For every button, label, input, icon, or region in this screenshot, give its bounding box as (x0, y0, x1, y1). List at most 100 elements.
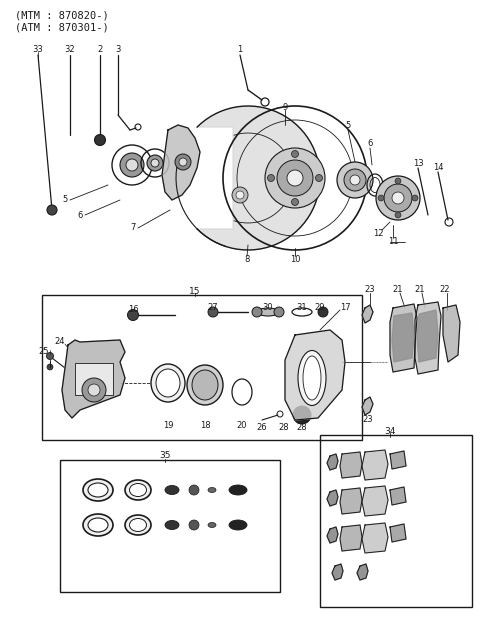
Circle shape (47, 353, 53, 359)
Text: 2: 2 (97, 46, 103, 54)
Text: 15: 15 (189, 286, 201, 296)
Circle shape (151, 159, 159, 167)
Circle shape (128, 310, 139, 321)
Ellipse shape (298, 351, 326, 406)
Text: 31: 31 (297, 303, 307, 311)
Polygon shape (443, 305, 460, 362)
Polygon shape (340, 452, 362, 478)
Text: 13: 13 (413, 158, 423, 167)
Ellipse shape (303, 356, 321, 400)
Polygon shape (340, 525, 362, 551)
Polygon shape (162, 125, 200, 200)
Text: 6: 6 (367, 140, 372, 149)
Polygon shape (390, 487, 406, 505)
Polygon shape (327, 527, 338, 543)
Text: 25: 25 (39, 348, 49, 356)
Ellipse shape (130, 519, 146, 532)
Text: 21: 21 (393, 286, 403, 295)
Circle shape (318, 307, 328, 317)
Polygon shape (362, 523, 388, 553)
Text: 29: 29 (315, 303, 325, 311)
Text: 24: 24 (55, 338, 65, 346)
Text: 21: 21 (415, 286, 425, 295)
Circle shape (47, 364, 53, 370)
Text: 32: 32 (65, 46, 75, 54)
Bar (42, 295, 362, 440)
Text: 27: 27 (208, 303, 218, 311)
Circle shape (88, 384, 100, 396)
Circle shape (252, 307, 262, 317)
Text: 26: 26 (257, 424, 267, 432)
Circle shape (395, 212, 401, 218)
Circle shape (378, 195, 384, 201)
Polygon shape (362, 397, 373, 415)
Text: 34: 34 (384, 426, 396, 436)
Text: 18: 18 (200, 421, 210, 429)
Ellipse shape (208, 522, 216, 527)
Circle shape (179, 158, 187, 166)
Text: 10: 10 (290, 255, 300, 265)
Text: 28: 28 (297, 424, 307, 432)
Polygon shape (415, 302, 441, 374)
Text: 17: 17 (340, 303, 350, 311)
Circle shape (208, 307, 218, 317)
Polygon shape (392, 313, 414, 362)
Circle shape (47, 205, 57, 215)
Circle shape (95, 135, 106, 145)
Text: 6: 6 (77, 210, 83, 220)
Ellipse shape (125, 480, 151, 500)
Ellipse shape (88, 518, 108, 532)
Ellipse shape (187, 365, 223, 405)
Circle shape (232, 187, 248, 203)
Circle shape (82, 378, 106, 402)
Circle shape (350, 175, 360, 185)
Text: 5: 5 (62, 195, 68, 205)
Polygon shape (327, 454, 338, 470)
Circle shape (236, 191, 244, 199)
Text: 11: 11 (388, 238, 398, 246)
Ellipse shape (83, 479, 113, 501)
Text: 14: 14 (433, 162, 443, 172)
Polygon shape (390, 524, 406, 542)
Text: 28: 28 (279, 424, 289, 432)
Circle shape (287, 170, 303, 186)
Text: 35: 35 (159, 452, 171, 461)
Polygon shape (357, 564, 368, 580)
Polygon shape (417, 310, 438, 362)
Circle shape (265, 148, 325, 208)
Circle shape (147, 155, 163, 171)
Text: 20: 20 (237, 421, 247, 429)
Polygon shape (390, 451, 406, 469)
Ellipse shape (83, 514, 113, 536)
Polygon shape (362, 486, 388, 516)
Polygon shape (362, 305, 373, 323)
Ellipse shape (229, 520, 247, 530)
Ellipse shape (257, 308, 279, 316)
Polygon shape (390, 304, 417, 372)
Polygon shape (62, 340, 125, 418)
Text: 23: 23 (363, 416, 373, 424)
Text: 16: 16 (128, 305, 138, 313)
Circle shape (395, 178, 401, 184)
Circle shape (120, 153, 144, 177)
Text: 12: 12 (373, 228, 383, 238)
Text: 8: 8 (244, 255, 250, 265)
Text: 23: 23 (365, 286, 375, 295)
Text: 33: 33 (33, 46, 43, 54)
Circle shape (189, 520, 199, 530)
Circle shape (392, 192, 404, 204)
Circle shape (291, 150, 299, 157)
Circle shape (337, 162, 373, 198)
Ellipse shape (229, 485, 247, 495)
Text: 30: 30 (263, 303, 273, 311)
Polygon shape (362, 450, 388, 480)
Text: 7: 7 (130, 223, 136, 233)
Text: 3: 3 (115, 46, 120, 54)
Ellipse shape (208, 487, 216, 492)
Circle shape (126, 159, 138, 171)
Ellipse shape (165, 520, 179, 530)
Text: 1: 1 (238, 46, 242, 54)
Circle shape (412, 195, 418, 201)
Text: 22: 22 (440, 286, 450, 295)
Circle shape (274, 307, 284, 317)
